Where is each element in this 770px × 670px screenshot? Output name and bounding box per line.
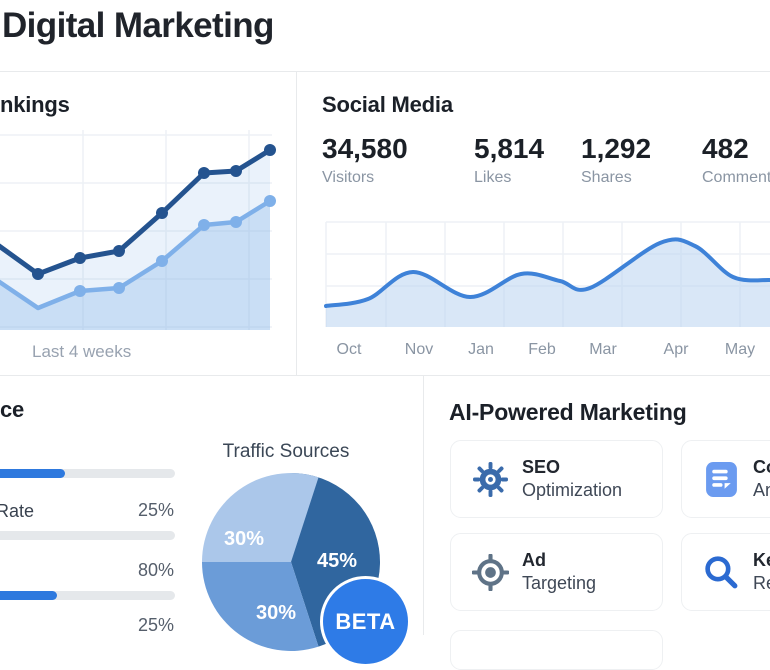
progress-bar-track xyxy=(0,469,175,478)
beta-badge-label: BETA xyxy=(335,608,396,634)
ai-card-cropped xyxy=(450,630,663,670)
rankings-panel-title: nkings xyxy=(0,92,70,117)
card-subtitle: Targeting xyxy=(522,573,597,593)
month-label: Apr xyxy=(663,341,689,358)
month-label: May xyxy=(724,341,756,358)
pie-slice-label: 30% xyxy=(224,528,264,550)
metric-label: Rate xyxy=(0,501,35,521)
card-title: Ke xyxy=(753,550,770,570)
card-title: Co xyxy=(753,457,770,477)
month-label: Oct xyxy=(336,341,362,358)
ai-card-ad-targeting[interactable]: Ad Targeting xyxy=(450,533,663,611)
progress-bar-track xyxy=(0,591,175,600)
metric-value: 80% xyxy=(137,560,174,580)
performance-panel-title: ce xyxy=(0,397,25,422)
progress-bar-track xyxy=(0,531,175,540)
stat-comments: 482 Comments xyxy=(702,134,770,187)
card-title: SEO xyxy=(522,457,561,477)
stat-value: 482 xyxy=(702,133,749,164)
stat-visitors: 34,580 Visitors xyxy=(322,134,474,187)
rankings-line-chart xyxy=(0,130,276,330)
card-subtitle: Optimization xyxy=(522,480,623,500)
ai-card-keyword-research[interactable]: Ke Re xyxy=(681,533,770,611)
beta-badge: BETA xyxy=(320,576,411,667)
metric-value: 25% xyxy=(137,500,174,520)
stat-value: 5,814 xyxy=(474,133,545,164)
pie-slice-label: 30% xyxy=(256,602,296,624)
top-panel-divider xyxy=(296,71,297,375)
stat-shares: 1,292 Shares xyxy=(581,134,702,187)
stat-likes: 5,814 Likes xyxy=(474,134,581,187)
target-icon xyxy=(472,554,509,591)
pie-slice-label: 45% xyxy=(317,550,357,572)
search-icon xyxy=(703,554,740,591)
section-divider xyxy=(0,375,770,376)
stat-label: Comments xyxy=(702,169,770,186)
stat-value: 34,580 xyxy=(322,133,408,164)
ai-card-content-analysis[interactable]: Co An xyxy=(681,440,770,518)
stat-label: Likes xyxy=(474,169,512,186)
stat-label: Shares xyxy=(581,169,632,186)
month-label: Jan xyxy=(468,341,494,358)
progress-bar-fill xyxy=(0,591,57,600)
month-label: Feb xyxy=(528,341,556,358)
card-subtitle: An xyxy=(753,480,770,500)
gear-icon xyxy=(472,461,509,498)
social-area-chart xyxy=(324,221,770,327)
header-divider xyxy=(0,71,770,72)
metric-value: 25% xyxy=(137,615,174,635)
social-panel-title: Social Media xyxy=(322,92,453,117)
month-label: Mar xyxy=(589,341,617,358)
ai-card-seo-optimization[interactable]: SEO Optimization xyxy=(450,440,663,518)
bottom-panel-divider xyxy=(423,375,424,635)
card-title: Ad xyxy=(522,550,546,570)
ai-panel-title: AI-Powered Marketing xyxy=(449,399,687,425)
stat-value: 1,292 xyxy=(581,133,652,164)
document-icon xyxy=(703,461,740,498)
month-label: Nov xyxy=(404,341,434,358)
stat-label: Visitors xyxy=(322,169,375,186)
social-stats-row: 34,580 Visitors 5,814 Likes 1,292 Shares… xyxy=(322,134,770,187)
page-title: Digital Marketing xyxy=(2,6,274,45)
traffic-sources-title: Traffic Sources xyxy=(222,441,350,462)
card-subtitle: Re xyxy=(753,573,770,593)
progress-bar-fill xyxy=(0,469,65,478)
rankings-caption: Last 4 weeks xyxy=(32,342,132,361)
